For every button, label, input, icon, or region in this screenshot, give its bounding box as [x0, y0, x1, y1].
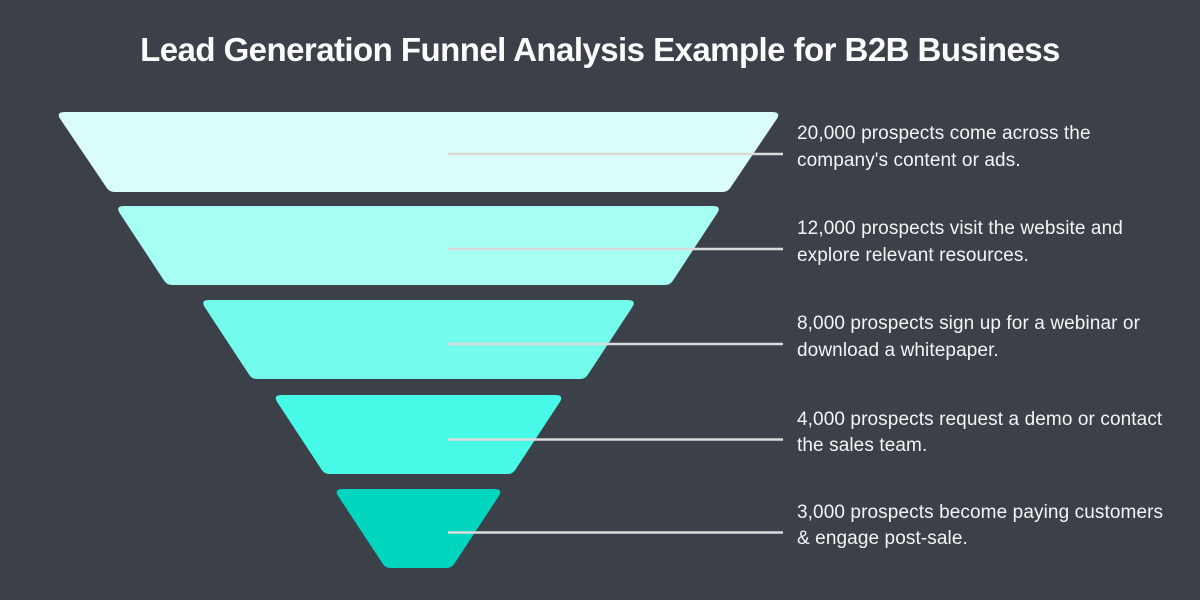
stage-label-2-line-1: 12,000 prospects visit the website and	[797, 218, 1123, 240]
stage-label-4-line-1: 4,000 prospects request a demo or contac…	[797, 408, 1163, 430]
stage-label-1-line-1: 20,000 prospects come across the	[797, 123, 1091, 145]
stage-label-1: 20,000 prospects come across the company'…	[797, 121, 1197, 174]
stage-label-4-line-2: the sales team.	[797, 435, 928, 457]
funnel-stage-1	[58, 112, 779, 192]
stage-label-3: 8,000 prospects sign up for a webinar or…	[797, 311, 1197, 364]
stage-label-5-line-2: & engage post-sale.	[797, 528, 968, 550]
chart-title: Lead Generation Funnel Analysis Example …	[140, 31, 1060, 68]
funnel-stage-5	[336, 489, 501, 568]
stage-label-5-line-1: 3,000 prospects become paying customers	[797, 501, 1164, 523]
stage-label-1-line-2: company's content or ads.	[797, 149, 1021, 171]
stage-label-3-line-2: download a whitepaper.	[797, 339, 999, 361]
stage-label-4: 4,000 prospects request a demo or contac…	[797, 407, 1197, 460]
funnel-stage-2	[118, 206, 719, 285]
funnel-stage-4	[275, 395, 562, 474]
stage-label-2-line-2: explore relevant resources.	[797, 244, 1029, 266]
stage-label-3-line-1: 8,000 prospects sign up for a webinar or	[797, 313, 1141, 335]
stage-label-2: 12,000 prospects visit the website and ex…	[797, 216, 1197, 269]
funnel-stage-3	[203, 300, 634, 379]
stage-label-5: 3,000 prospects become paying customers &…	[797, 500, 1197, 553]
